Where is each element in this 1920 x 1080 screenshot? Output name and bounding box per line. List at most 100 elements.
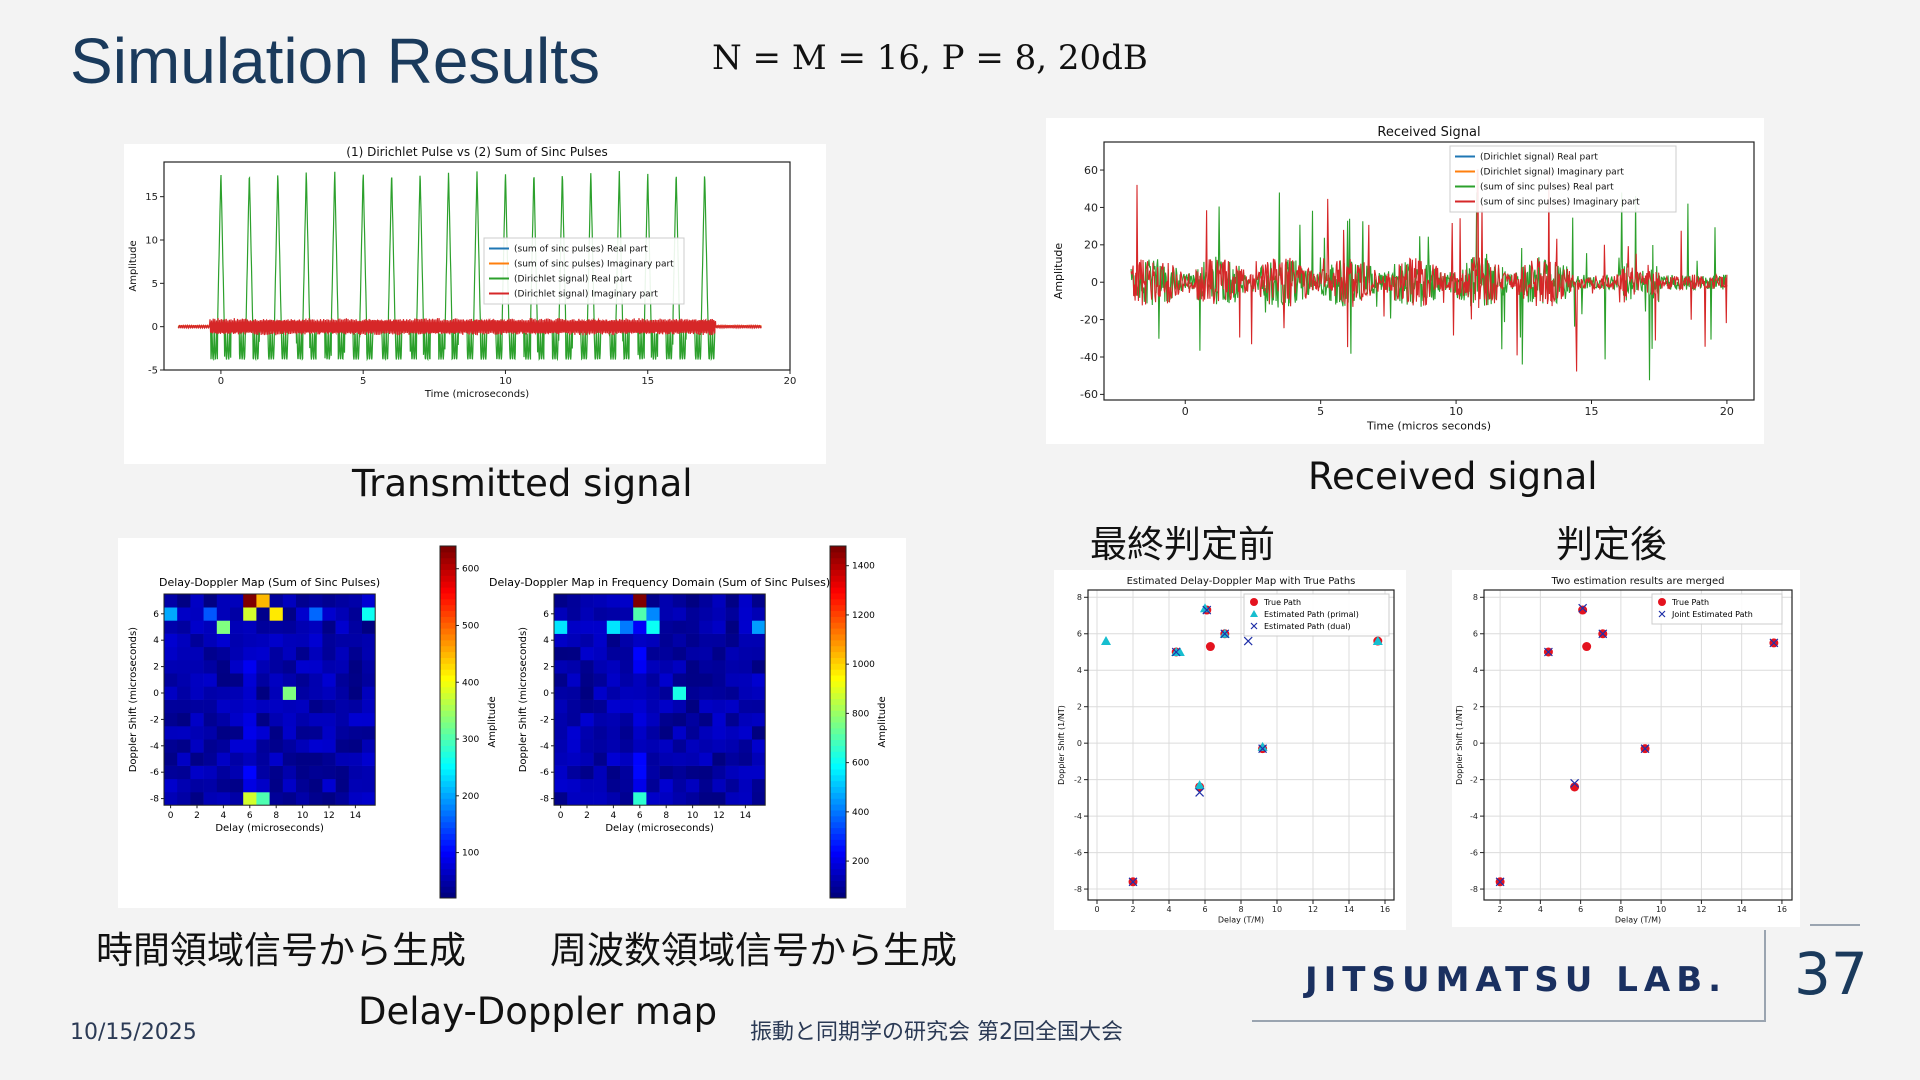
heatmap-cell [296,792,310,806]
heatmap-cell [620,699,634,714]
y-tick-label: -6 [1074,848,1082,857]
heatmap-cell [633,673,647,687]
heatmap-cell [593,699,608,714]
legend-swatch [1658,610,1666,618]
heatmap-cell [296,686,310,700]
x-tick-label: 0 [218,376,224,387]
colorbar-segment [440,774,456,782]
colorbar-segment [440,733,456,741]
colorbar-frame [829,545,847,899]
heatmap-cell [190,699,204,714]
heatmap-cell [164,712,178,727]
colorbar-segment [830,739,846,746]
heatmap-cell [580,712,594,727]
colorbar-segment [440,628,456,635]
colorbar-segment [440,704,456,711]
colorbar-segment [830,592,846,600]
heatmap-cell [725,765,740,780]
heatmap-cell [580,778,594,793]
dual-estimate-marker [1195,787,1205,797]
x-tick-label: 0 [558,811,564,821]
plot-frame [553,593,766,806]
x-tick-label: 10 [1656,905,1666,914]
y-tick-label: -6 [150,768,159,778]
heatmap-cell [554,660,568,674]
heatmap-cell [738,726,753,740]
heatmap-cell [177,726,191,740]
heatmap-cell [362,646,376,661]
colorbar-segment [440,874,456,881]
colorbar-segment [830,780,846,788]
heatmap-cell [606,699,621,714]
heatmap-cell [567,594,581,608]
colorbar-tick-label: 400 [462,678,479,688]
heatmap-cell [203,686,218,700]
heatmap-cell [282,660,297,674]
heatmap-cell [738,660,753,674]
colorbar-segment [830,551,846,559]
heatmap-cell [633,646,647,661]
heatmap-cell [243,792,257,806]
received-chart: 0 5 10 15 20 -60 -40 -20 0 20 40 60 Received Signal T… [1052,125,1755,432]
dd-maps-chart: 0 2 4 6 8 10 12 14 -8 -6 -4 -2 0 2 4 6 Delay-Doppler Map… [128,545,888,899]
heatmap-cell [322,620,336,634]
y-tick-label: 2 [1077,703,1082,712]
heatmap-cell [230,765,244,780]
y-tick-label: -4 [150,742,159,752]
legend-label: Estimated Path (dual) [1264,622,1351,631]
dual-estimate-marker [1243,636,1253,646]
heatmap-cell [699,712,713,727]
x-tick-label: 10 [687,811,699,821]
colorbar-segment [440,798,456,805]
heatmap-cell [309,673,323,687]
heatmap-cell [620,739,634,753]
colorbar-segment [830,833,846,840]
legend-label: (sum of sinc pulses) Real part [1480,183,1614,193]
heatmap-cell [620,633,634,648]
heatmap-cell [554,673,568,687]
colorbar-tick-label: 100 [462,849,479,859]
y-tick-label: -6 [1470,848,1478,857]
heatmap-cell [282,792,297,806]
heatmap-cell [216,686,231,700]
heatmap-cell [580,607,594,621]
heatmap-cell [309,660,323,674]
heatmap-cell [738,752,753,766]
x-tick-label: 10 [1449,405,1463,418]
heatmap-cell [620,620,634,634]
heatmap-cell [282,778,297,793]
heatmap-cell [348,594,363,608]
colorbar-tick-label: 1000 [852,660,875,670]
y-tick-label: 6 [543,610,549,620]
heatmap-cell [243,646,257,661]
colorbar-segment [440,833,456,840]
heatmap-cell [686,792,700,806]
heatmap-cell [177,699,191,714]
legend-label: True Path [1671,598,1709,607]
legend-swatch [1658,598,1666,606]
heatmap-cell [164,633,178,648]
colorbar-segment [830,692,846,700]
heatmap-cell [699,646,713,661]
estimated-plot-panel: 0 2 4 6 8 10 12 14 16 -8 -6 -4 -2 0 2 4 6 8 Estimated Dela… [1054,570,1406,930]
heatmap-cell [177,673,191,687]
caption-before-decision: 最終判定前 [1090,523,1275,566]
chart-title: Delay-Doppler Map (Sum of Sinc Pulses) [159,576,380,589]
heatmap-cell [309,699,323,714]
heatmap-cell [322,765,336,780]
heatmap-cell [738,778,753,793]
y-tick-label: 6 [1077,630,1082,639]
heatmap-cell [269,686,284,700]
heatmap-cell [309,726,323,740]
colorbar-segment [830,804,846,811]
heatmap-cell [243,778,257,793]
heatmap-cell [362,752,376,766]
simulation-params: N = M = 16, P = 8, 20dB [712,38,1148,78]
heatmap-cell [348,686,363,700]
heatmap-cell [335,778,350,793]
colorbar-segment [830,774,846,782]
heatmap-cell [659,765,674,780]
heatmap-cell [282,673,297,687]
heatmap-cell [672,660,687,674]
heatmap-cell [190,607,204,621]
